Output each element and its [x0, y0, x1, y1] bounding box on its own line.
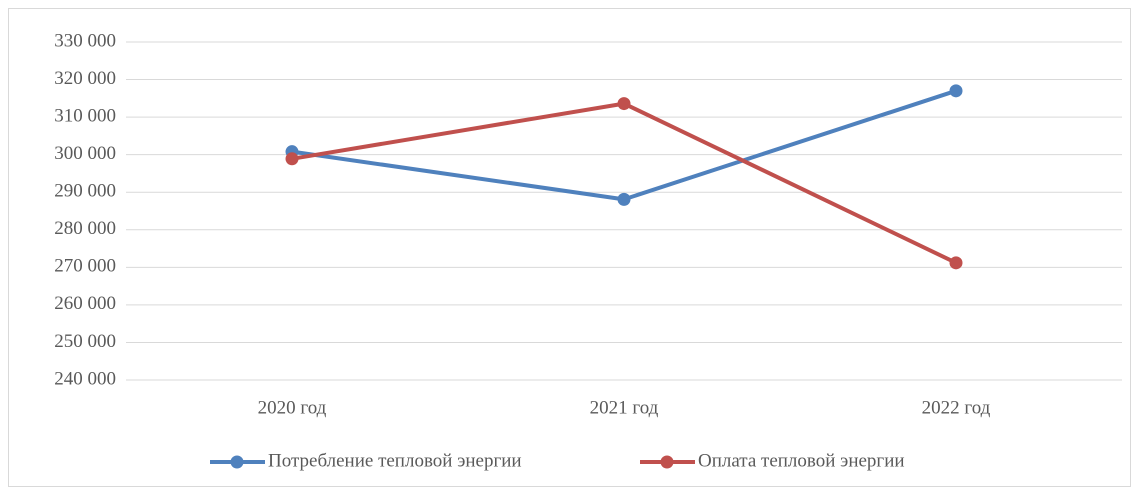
y-tick-label: 300 000: [54, 143, 116, 164]
y-tick-label: 330 000: [54, 30, 116, 51]
data-point: [617, 97, 631, 111]
y-tick-label: 290 000: [54, 181, 116, 202]
x-tick-label: 2020 год: [258, 397, 327, 418]
y-tick-label: 260 000: [54, 293, 116, 314]
data-point: [949, 84, 963, 98]
x-tick-label: 2021 год: [590, 397, 659, 418]
y-tick-label: 320 000: [54, 68, 116, 89]
legend-label: Потребление тепловой энергии: [268, 450, 522, 471]
legend-marker: [230, 455, 244, 469]
chart-border: [8, 8, 1131, 487]
y-tick-label: 270 000: [54, 256, 116, 277]
y-tick-label: 240 000: [54, 368, 116, 389]
data-point: [949, 256, 963, 270]
y-tick-label: 250 000: [54, 331, 116, 352]
y-tick-label: 280 000: [54, 218, 116, 239]
data-point: [617, 192, 631, 206]
legend-label: Оплата тепловой энергии: [698, 450, 905, 471]
x-tick-label: 2022 год: [922, 397, 991, 418]
data-point: [285, 152, 299, 166]
y-tick-label: 310 000: [54, 105, 116, 126]
legend-marker: [660, 455, 674, 469]
